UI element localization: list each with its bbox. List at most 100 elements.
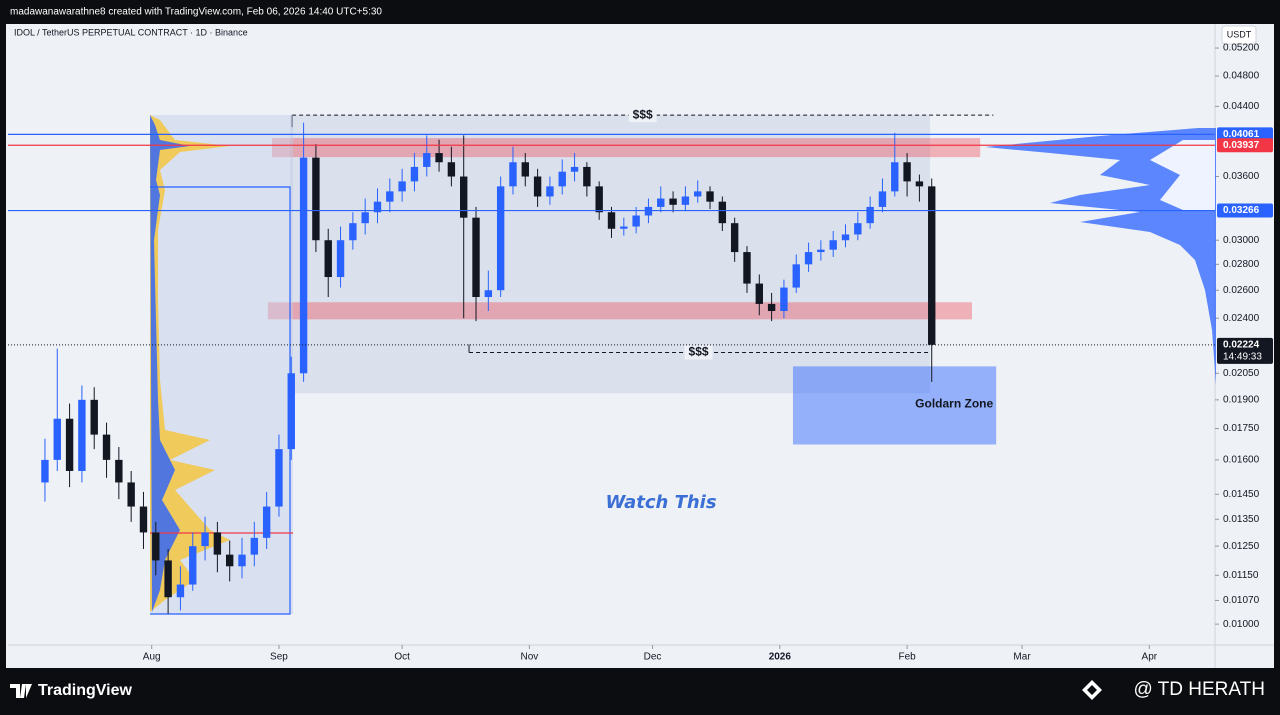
candle-body [139,506,148,533]
currency-box [1221,25,1257,45]
candle-body [755,283,763,304]
candle-body [841,234,850,241]
candle-body [891,162,899,192]
price-tag-label: 0.03266 [1223,205,1260,216]
candle-body [743,252,751,284]
annotation: Watch This [605,492,716,513]
candle-body [262,506,271,538]
candle-body [583,166,591,187]
candle-body [65,418,74,471]
candle-body [275,449,283,507]
candle-body [829,240,837,250]
price-tag-label: 0.03937 [1223,140,1260,151]
symbol: IDOL / TetherUS PERPETUAL CONTRACT · 1D … [14,27,248,37]
candle-body [373,201,382,213]
candle-body [509,162,517,187]
candle-body [349,223,357,241]
candle-body [250,537,259,555]
candle-body [570,166,579,172]
candle-body [669,198,677,205]
candle-body [238,554,246,567]
candle-body [324,240,332,278]
footer-bar [0,668,1280,715]
x-tick-label: Aug [143,652,161,663]
candle-body [767,303,776,311]
y-tick-label: 0.01600 [1223,455,1260,466]
candle-body [804,252,813,265]
y-tick-label: 0.01250 [1223,541,1260,552]
candle-body [386,191,394,202]
y-tick-label: 0.01150 [1223,570,1259,581]
author-line: madawanawarathne8 created with TradingVi… [10,7,382,18]
zone-label: Goldarn Zone [915,397,993,411]
price-tag-label: 0.04061 [1223,129,1260,140]
candle-body [854,223,862,235]
currency: USDT [1227,29,1252,39]
candle-body [718,201,727,224]
candle-body [398,181,406,192]
y-tick-label: 0.01750 [1223,423,1260,434]
candle-body [558,171,566,187]
x-tick-label: Feb [898,652,916,663]
candle-body [632,215,640,227]
candle-body [644,206,653,216]
y-tick-label: 0.04400 [1223,101,1260,112]
candle-body [496,186,505,291]
candle-body [152,532,160,561]
y-tick-label: 0.03600 [1223,171,1260,182]
candle-body [201,532,209,547]
candle-body [287,373,295,450]
y-tick-label: 0.01070 [1223,595,1260,606]
candle-body [41,459,49,483]
candle-body [127,482,135,507]
last-price-tag [1217,337,1273,364]
zone [792,366,997,445]
candle-body [878,191,887,207]
candle-body [164,560,172,598]
y-tick-label: 0.05200 [1223,43,1260,54]
candle-body [484,290,493,298]
candle-body [115,459,123,483]
x-tick-label: Mar [1013,652,1031,663]
watermark: @ TD HERATH [1133,679,1265,700]
candle-body [706,191,714,202]
candle-body [361,212,369,224]
x-tick-label: Sep [270,652,288,663]
price-tag [1217,127,1273,142]
candle-body [607,212,616,229]
candle-body [620,226,628,229]
profile-shape [985,128,1216,385]
y-tick-label: 0.02800 [1223,259,1260,270]
candle-body [521,162,529,177]
candle-body [694,191,702,197]
y-tick-label: 0.01900 [1223,394,1260,405]
watermark-logo [1082,680,1102,700]
level-label-bg [628,108,657,123]
x-tick-label: Nov [520,652,538,663]
candle-body [817,249,825,253]
candle-body [336,240,345,278]
profile-shape [150,115,190,612]
candle-body [299,157,308,374]
candle-body [53,418,61,460]
brand: TradingView [38,682,133,699]
level-label: $$$ [633,107,653,121]
candle-body [546,186,554,197]
y-tick-label: 0.02600 [1223,285,1260,296]
brand-logo [10,684,32,698]
candle-body [78,399,86,471]
zone [267,302,972,320]
level-label-bg [684,345,713,360]
y-tick-label: 0.03000 [1223,235,1260,246]
candle-body [903,162,911,182]
x-tick-label: Dec [644,652,662,663]
candle-body [189,546,197,585]
x-tick-label: 2026 [769,652,792,663]
candle-body [866,206,874,224]
y-tick-label: 0.01450 [1223,489,1260,500]
price-tag [1217,138,1273,153]
countdown: 14:49:33 [1223,351,1262,362]
candle-body [792,264,800,288]
